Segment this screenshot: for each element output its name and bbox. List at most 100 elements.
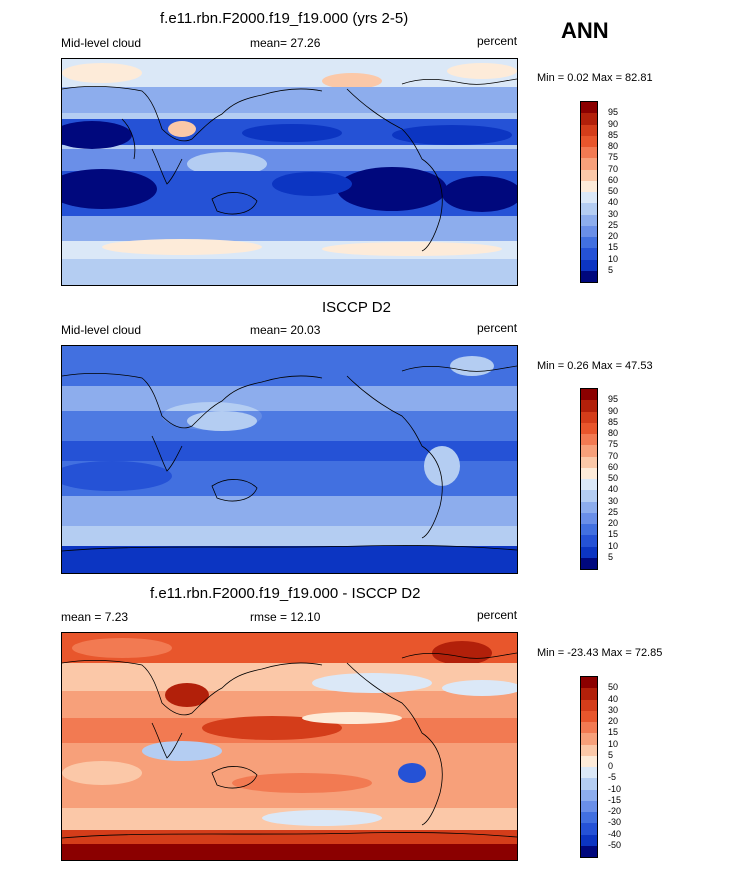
panel1-units-label: percent [477,34,518,48]
colorbar-tick-label: 95 [608,394,619,405]
colorbar-tick-label: 10 [608,540,619,551]
panel3-minmax-label: Min = -23.43 Max = 72.85 [537,647,663,659]
colorbar-swatch [581,214,597,226]
colorbar-swatch [581,535,597,547]
colorbar-swatch [581,767,597,779]
colorbar-swatch [581,710,597,722]
colorbar-tick-label: 25 [608,219,619,230]
colorbar-tick-label: 90 [608,118,619,129]
colorbar-tick-label: 40 [608,197,619,208]
colorbar-swatch [581,512,597,524]
colorbar-swatch [581,248,597,260]
season-label: ANN [561,18,609,43]
colorbar-swatch [581,147,597,159]
colorbar-swatch [581,490,597,502]
colorbar-tick-label: 50 [608,473,619,483]
colorbar-swatch [581,434,597,446]
panel1-minmax-label: Min = 0.02 Max = 82.81 [537,72,653,84]
colorbar-tick-label: 15 [608,242,619,253]
colorbar-tick-label: 75 [608,439,619,450]
colorbar-tick-label: 5 [608,551,614,562]
colorbar-swatch [581,259,597,271]
colorbar-tick-label: 20 [608,231,619,241]
colorbar-tick-label: 10 [608,738,619,749]
colorbar-swatch [581,546,597,558]
colorbar-swatch [581,699,597,711]
colorbar-swatch [581,445,597,457]
colorbar-tick-label: 50 [608,186,619,196]
colorbar-tick-label: 25 [608,506,619,517]
colorbar-tick-label: 85 [608,129,619,140]
panel2-colorbar [580,388,598,570]
colorbar-tick-label: -5 [608,772,617,783]
colorbar-swatch [581,102,597,114]
colorbar-tick-label: 90 [608,405,619,416]
panel3-rmse-label: rmse = 12.10 [250,610,321,624]
colorbar-swatch [581,557,597,569]
colorbar-swatch [581,158,597,170]
colorbar-tick-label: -30 [608,817,622,828]
colorbar-swatch [581,845,597,857]
colorbar-swatch [581,722,597,734]
colorbar-swatch [581,270,597,282]
colorbar-swatch [581,192,597,204]
colorbar-tick-label: 60 [608,174,619,185]
colorbar-swatch [581,744,597,756]
colorbar-swatch [581,456,597,468]
colorbar-swatch [581,169,597,181]
colorbar-tick-label: 20 [608,518,619,528]
colorbar-swatch [581,524,597,536]
colorbar-swatch [581,677,597,689]
colorbar-tick-label: 75 [608,152,619,163]
colorbar-swatch [581,225,597,237]
colorbar-swatch [581,422,597,434]
colorbar-swatch [581,124,597,136]
colorbar-swatch [581,479,597,491]
colorbar-tick-label: 15 [608,727,619,738]
colorbar-tick-label: 80 [608,428,619,438]
colorbar-swatch [581,834,597,846]
panel2-title: ISCCP D2 [322,299,391,316]
colorbar-tick-label: 80 [608,141,619,151]
colorbar-tick-label: 50 [608,682,619,693]
colorbar-swatch [581,800,597,812]
colorbar-swatch [581,733,597,745]
colorbar-tick-label: -20 [608,806,622,816]
panel1-colorbar [580,101,598,283]
panel2-map-field [62,346,517,573]
panel3-map-field [62,633,517,860]
colorbar-swatch [581,411,597,423]
colorbar-tick-label: 40 [608,484,619,495]
colorbar-swatch [581,389,597,401]
colorbar-tick-label: 70 [608,163,619,174]
colorbar-swatch [581,755,597,767]
colorbar-tick-label: 5 [608,264,614,275]
panel3-map [61,632,518,861]
panel2-minmax-label: Min = 0.26 Max = 47.53 [537,360,653,372]
panel2-mean-label: mean= 20.03 [250,323,321,337]
colorbar-tick-label: 30 [608,208,619,219]
colorbar-swatch [581,812,597,824]
colorbar-swatch [581,135,597,147]
colorbar-tick-label: 40 [608,693,619,704]
colorbar-tick-label: 95 [608,107,619,118]
colorbar-tick-label: 85 [608,416,619,427]
colorbar-swatch [581,400,597,412]
colorbar-swatch [581,237,597,249]
panel3-mean-label: mean = 7.23 [61,610,129,624]
panel1-title: f.e11.rbn.F2000.f19_f19.000 (yrs 2-5) [160,10,409,27]
colorbar-swatch [581,823,597,835]
panel3-units-label: percent [477,608,518,622]
panel1-mean-label: mean= 27.26 [250,36,321,50]
colorbar-swatch [581,778,597,790]
colorbar-swatch [581,688,597,700]
panel1-map [61,58,518,286]
colorbar-tick-label: 0 [608,761,614,771]
panel3-title: f.e11.rbn.F2000.f19_f19.000 - ISCCP D2 [150,585,421,602]
colorbar-swatch [581,203,597,215]
colorbar-tick-label: 10 [608,253,619,264]
colorbar-swatch [581,113,597,125]
colorbar-tick-label: 5 [608,749,614,760]
colorbar-swatch [581,789,597,801]
colorbar-tick-label: 30 [608,704,619,715]
